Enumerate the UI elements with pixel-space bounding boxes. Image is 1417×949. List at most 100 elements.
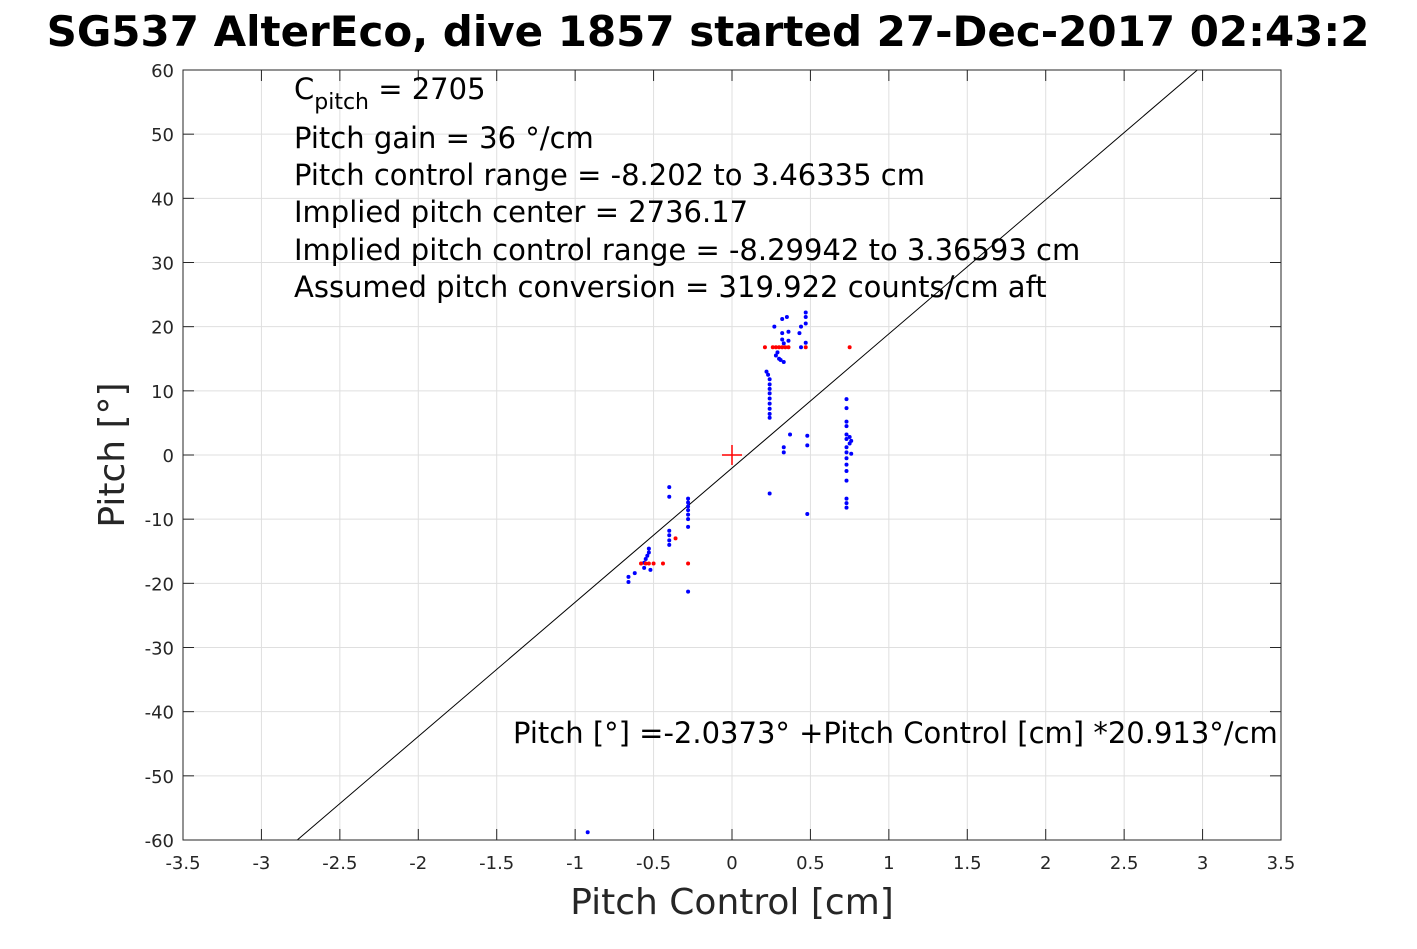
data-point-red: [777, 345, 782, 350]
data-point-blue: [781, 450, 786, 455]
center-marker: [722, 445, 742, 465]
data-point-blue: [767, 377, 772, 382]
data-point-blue: [844, 501, 849, 506]
data-point-blue: [849, 451, 854, 456]
data-point-blue: [844, 406, 849, 411]
data-point-blue: [667, 542, 672, 547]
data-point-red: [673, 536, 678, 541]
data-point-blue: [767, 386, 772, 391]
data-point-blue: [646, 550, 651, 555]
data-point-blue: [767, 401, 772, 406]
data-point-blue: [626, 574, 631, 579]
y-tick-label: 50: [151, 125, 174, 146]
data-point-red: [686, 561, 691, 566]
x-axis-label: Pitch Control [cm]: [570, 882, 894, 923]
data-point-blue: [767, 415, 772, 420]
data-point-blue: [844, 432, 849, 437]
y-tick-label: -50: [145, 767, 174, 788]
y-tick-label: 0: [163, 446, 174, 467]
x-tick-label: -2.5: [322, 853, 357, 874]
y-tick-label: 10: [151, 382, 174, 403]
fit-line: [296, 69, 1198, 841]
data-point-red: [762, 345, 767, 350]
implied-center-annotation: Implied pitch center = 2736.17: [294, 195, 748, 229]
data-point-blue: [849, 438, 854, 443]
cpitch-annotation: Cpitch = 2705: [294, 72, 486, 115]
y-axis-label: Pitch [°]: [92, 382, 133, 527]
data-point-blue: [642, 565, 647, 570]
data-point-red: [803, 345, 808, 350]
data-point-blue: [781, 341, 786, 346]
data-point-red: [770, 345, 775, 350]
cpitch-value: = 2705: [369, 72, 486, 106]
data-point-red: [773, 345, 778, 350]
data-point-blue: [667, 528, 672, 533]
data-point-red: [643, 561, 648, 566]
data-points: [585, 310, 854, 835]
data-point-blue: [767, 406, 772, 411]
data-point-blue: [686, 524, 691, 529]
annotation-block: Cpitch = 2705 Pitch gain = 36 °/cm Pitch…: [294, 72, 1080, 304]
data-point-blue: [803, 315, 808, 320]
data-point-blue: [686, 496, 691, 501]
y-tick-label: 60: [151, 61, 174, 82]
data-point-blue: [585, 830, 590, 835]
data-point-red: [651, 561, 656, 566]
x-tick-label: 0.5: [796, 853, 825, 874]
implied-range-annotation: Implied pitch control range = -8.29942 t…: [294, 233, 1080, 267]
y-tick-label: -60: [145, 831, 174, 852]
y-tick-label: 30: [151, 254, 174, 275]
data-point-blue: [847, 435, 852, 440]
cpitch-subscript: pitch: [314, 90, 369, 115]
data-point-blue: [766, 372, 771, 377]
data-point-blue: [805, 433, 810, 438]
data-point-blue: [775, 350, 780, 355]
x-tick-label: 1: [883, 853, 894, 874]
data-point-blue: [686, 508, 691, 513]
data-point-blue: [648, 567, 653, 572]
data-point-blue: [844, 462, 849, 467]
data-point-blue: [786, 338, 791, 343]
x-tick-label: -3.5: [165, 853, 200, 874]
data-point-blue: [667, 538, 672, 543]
data-point-red: [783, 345, 788, 350]
x-tick-label: -2: [409, 853, 427, 874]
data-point-blue: [767, 391, 772, 396]
data-point-blue: [773, 353, 778, 358]
fit-line-group: [296, 69, 1198, 841]
data-point-blue: [780, 331, 785, 336]
data-point-blue: [844, 505, 849, 510]
x-tick-labels: -3.5 -3 -2.5 -2 -1.5 -1 -0.5 0 0.5 1 1.5 2 2.5 3 3.5: [165, 853, 1295, 874]
data-point-blue: [844, 436, 849, 441]
data-point-red: [786, 345, 791, 350]
data-point-blue: [780, 316, 785, 321]
data-point-blue: [686, 517, 691, 522]
data-point-blue: [772, 324, 777, 329]
data-point-blue: [784, 315, 789, 320]
data-point-blue: [844, 450, 849, 455]
data-point-red: [780, 345, 785, 350]
data-point-blue: [780, 337, 785, 342]
chart-title: SG537 AlterEco, dive 1857 started 27-Dec…: [47, 7, 1370, 56]
data-point-red: [639, 561, 644, 566]
y-tick-label: -40: [145, 703, 174, 724]
x-tick-label: 2.5: [1110, 853, 1139, 874]
data-point-blue: [844, 496, 849, 501]
fit-equation-annotation: Pitch [°] =-2.0373° +Pitch Control [cm] …: [513, 716, 1278, 750]
x-tick-label: -1: [566, 853, 584, 874]
data-point-blue: [803, 310, 808, 315]
x-tick-label: -3: [252, 853, 270, 874]
y-tick-label: -20: [145, 574, 174, 595]
data-point-blue: [844, 456, 849, 461]
y-tick-label: -10: [145, 510, 174, 531]
data-point-blue: [844, 478, 849, 483]
data-point-blue: [803, 340, 808, 345]
y-tick-labels: -60 -50 -40 -30 -20 -10 0 10 20 30 40 50 60: [145, 61, 174, 852]
x-tick-label: -1.5: [479, 853, 514, 874]
data-point-blue: [778, 358, 783, 363]
data-point-blue: [788, 432, 793, 437]
data-point-red: [660, 561, 665, 566]
x-tick-label: -0.5: [636, 853, 671, 874]
data-point-blue: [844, 397, 849, 402]
